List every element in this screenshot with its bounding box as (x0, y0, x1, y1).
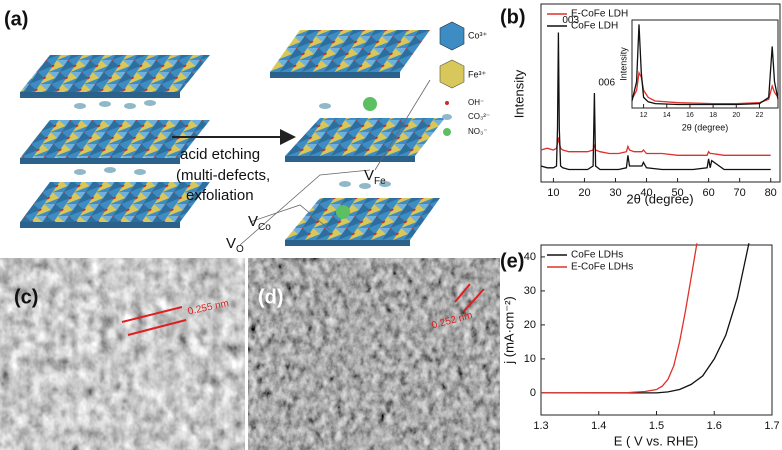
series-line (541, 243, 750, 394)
legend-label: CoFe LDHs (571, 250, 623, 261)
x-tick-label: 30 (609, 187, 621, 199)
vacancy-label: VCo (248, 213, 271, 233)
x-tick-label: 18 (709, 112, 717, 119)
x-tick-label: 1.6 (707, 420, 722, 432)
y-tick-label: 20 (524, 319, 536, 331)
panel-label: (c) (14, 286, 38, 308)
panel-label: (e) (500, 250, 524, 272)
legend-label: CoFe LDH (571, 21, 618, 32)
peak-label: 003 (562, 15, 579, 26)
y-tick-label: 40 (524, 251, 536, 263)
panel-a (20, 21, 465, 246)
vacancy-site: Co (258, 222, 271, 233)
x-tick-label: 22 (756, 112, 764, 119)
series-line (540, 137, 771, 156)
y-axis-label: Intensity (511, 69, 526, 118)
x-tick-label: 14 (663, 112, 671, 119)
vacancy-symbol: V (248, 213, 258, 230)
tem-image (0, 258, 245, 450)
x-tick-label: 10 (547, 187, 559, 199)
vacancy-site: Fe (374, 176, 386, 187)
y-axis-label: j (mA·cm⁻²) (501, 296, 516, 365)
legend-text: Fe³⁺ (468, 69, 487, 79)
x-tick-label: 70 (734, 187, 746, 199)
vacancy-site: O (236, 244, 244, 255)
process-text: (multi-defects, (176, 167, 270, 184)
panel-label: (d) (258, 286, 284, 308)
y-tick-label: 0 (530, 387, 536, 399)
legend-label: E-CoFe LDH (571, 9, 628, 20)
panel-label: (a) (4, 8, 28, 30)
x-tick-label: 1.4 (591, 420, 606, 432)
legend-label: E-CoFe LDHs (571, 262, 633, 273)
x-tick-label: 1.5 (649, 420, 664, 432)
series-line (631, 24, 779, 106)
x-tick-label: 20 (732, 112, 740, 119)
chart: 12 14 16 18 20 22 2θ (degree) Intensity (618, 19, 779, 132)
vacancy-symbol: V (226, 235, 236, 252)
vacancy-symbol: V (364, 167, 374, 184)
legend-text: CO₃²⁻ (468, 112, 490, 121)
x-tick-label: 16 (686, 112, 694, 119)
series-line (631, 70, 779, 105)
tem-image (248, 258, 500, 450)
process-text: acid etching (180, 146, 260, 163)
chart: (b) 10 20 30 40 50 60 70 80 2θ (degree) Intensity E… (500, 3, 781, 206)
x-tick-label: 12 (640, 112, 648, 119)
series-line (540, 32, 771, 171)
legend-text: Co³⁺ (468, 30, 488, 40)
x-tick-label: 50 (671, 187, 683, 199)
x-axis-label: 2θ (degree) (626, 191, 693, 206)
plot-frame (540, 3, 781, 183)
process-text: exfoliation (186, 187, 254, 204)
legend-icons (439, 21, 465, 136)
x-tick-label: 20 (578, 187, 590, 199)
chart: (e) 1.3 1.4 1.5 1.6 1.7 0 10 20 30 40 E ( V vs. RHE… (500, 243, 780, 448)
plot-frame (631, 19, 779, 109)
legend-text: OH⁻ (468, 98, 484, 107)
x-tick-label: 1.3 (533, 420, 548, 432)
y-tick-label: 10 (524, 353, 536, 365)
x-axis-label: E ( V vs. RHE) (614, 433, 699, 448)
legend-text: NO₃⁻ (468, 127, 487, 136)
vacancy-label: VO (226, 235, 244, 255)
ldh-layers (20, 30, 445, 246)
panel-label: (b) (500, 6, 526, 28)
x-tick-label: 60 (702, 187, 714, 199)
series-line (540, 243, 698, 394)
vacancy-label: VFe (364, 167, 386, 187)
peak-label: 006 (598, 78, 615, 89)
y-axis-label: Intensity (618, 47, 628, 81)
y-tick-label: 30 (524, 285, 536, 297)
x-axis-label: 2θ (degree) (682, 122, 729, 132)
x-tick-label: 80 (765, 187, 777, 199)
x-tick-label: 1.7 (764, 420, 779, 432)
lattice-lines (121, 283, 485, 336)
x-tick-label: 40 (640, 187, 652, 199)
